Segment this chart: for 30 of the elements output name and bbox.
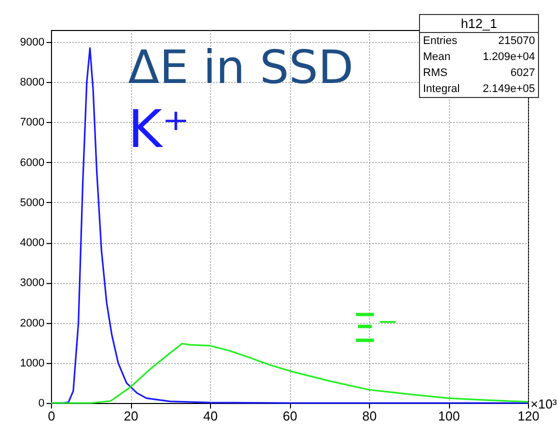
x-tick-label: 40 — [203, 408, 218, 424]
y-tick-label: 6000 — [20, 156, 44, 169]
y-tick-label: 5000 — [20, 196, 44, 209]
annotation: 1.209e+04 — [482, 51, 535, 63]
x-tick-label: 80 — [362, 408, 377, 424]
annotation: 6027 — [510, 67, 535, 79]
y-tick-label: 0 — [38, 398, 44, 410]
x-tick-label: 100 — [438, 408, 460, 424]
annotation: Entries — [423, 35, 458, 47]
series-label: Ξ⁻ — [352, 306, 398, 352]
annotation: h12_1 — [420, 15, 538, 33]
y-tick-label: 7000 — [20, 116, 44, 129]
y-tick-label: 8000 — [20, 76, 44, 89]
annotation: Integral — [423, 83, 460, 95]
annotation: 2.149e+05 — [482, 83, 535, 95]
annotation: RMS — [423, 67, 448, 79]
series-label: K⁺ — [128, 100, 190, 160]
x-axis-title: ×10³ — [530, 396, 558, 412]
y-tick-label: 4000 — [20, 237, 44, 250]
y-tick-label: 9000 — [20, 36, 44, 49]
x-tick-label: 120 — [518, 408, 540, 424]
y-tick-label: 3000 — [20, 277, 44, 290]
x-tick-label: 60 — [282, 408, 298, 424]
annotation: 215070 — [498, 35, 535, 47]
y-tick-label: 1000 — [20, 357, 44, 370]
annotation: Mean — [423, 51, 451, 63]
x-tick-label: 20 — [124, 408, 138, 424]
y-tick-label: 2000 — [20, 317, 44, 330]
chart-title: ΔE in SSD — [128, 40, 354, 94]
x-tick-label: 0 — [48, 408, 56, 424]
